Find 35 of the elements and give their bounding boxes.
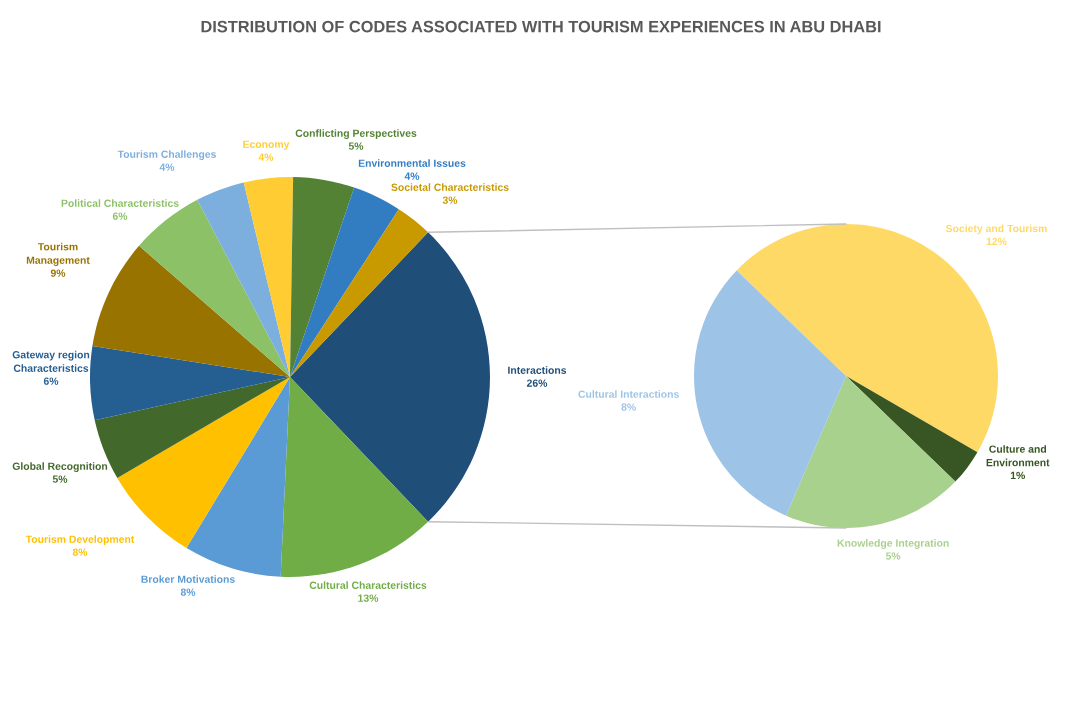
slice-label: Cultural Interactions [578,390,679,398]
slice-label: Political Characteristics [61,199,179,207]
data-label: 6% [43,377,59,385]
data-label: 8% [180,588,196,596]
slice-label: Interactions [508,366,567,374]
data-label: 8% [72,548,88,556]
data-label: 12% [986,237,1007,246]
slice-label: Environmental Issues [358,159,466,167]
slice-label: Societal Characteristics [391,183,509,191]
slice-label: Knowledge Integration [837,539,949,549]
data-label: 9% [50,269,66,277]
slice-label: Gateway region Characteristics [12,350,90,372]
data-label: 8% [621,403,636,411]
slice-label: Tourism Challenges [117,150,216,160]
data-label: 26% [526,379,548,387]
data-label: 5% [885,552,901,560]
slice-label: Broker Motivations [141,575,235,583]
slice-label: Global Recognition [12,462,108,472]
data-label: 5% [348,142,364,150]
data-label: 5% [52,475,68,483]
data-label: 13% [358,594,379,602]
data-label: 3% [442,196,458,204]
data-label: 4% [159,163,175,171]
slice-label: Culture and Environment [986,445,1050,467]
data-label: 6% [112,212,128,220]
slice-label: Cultural Characteristics [309,581,427,589]
slice-label: Society and Tourism [945,224,1047,235]
chart-title: DISTRIBUTION OF CODES ASSOCIATED WITH TOURISM EXPERIENCES IN ABU DHABI [201,20,881,33]
data-label: 4% [404,172,420,180]
data-label: 4% [258,153,274,161]
slice-label: Conflicting Perspectives [295,129,417,139]
data-label: 1% [1010,471,1026,480]
slice-label: Economy [243,140,290,150]
slice-label: Tourism Management [26,242,90,266]
slice-label: Tourism Development [25,535,135,545]
